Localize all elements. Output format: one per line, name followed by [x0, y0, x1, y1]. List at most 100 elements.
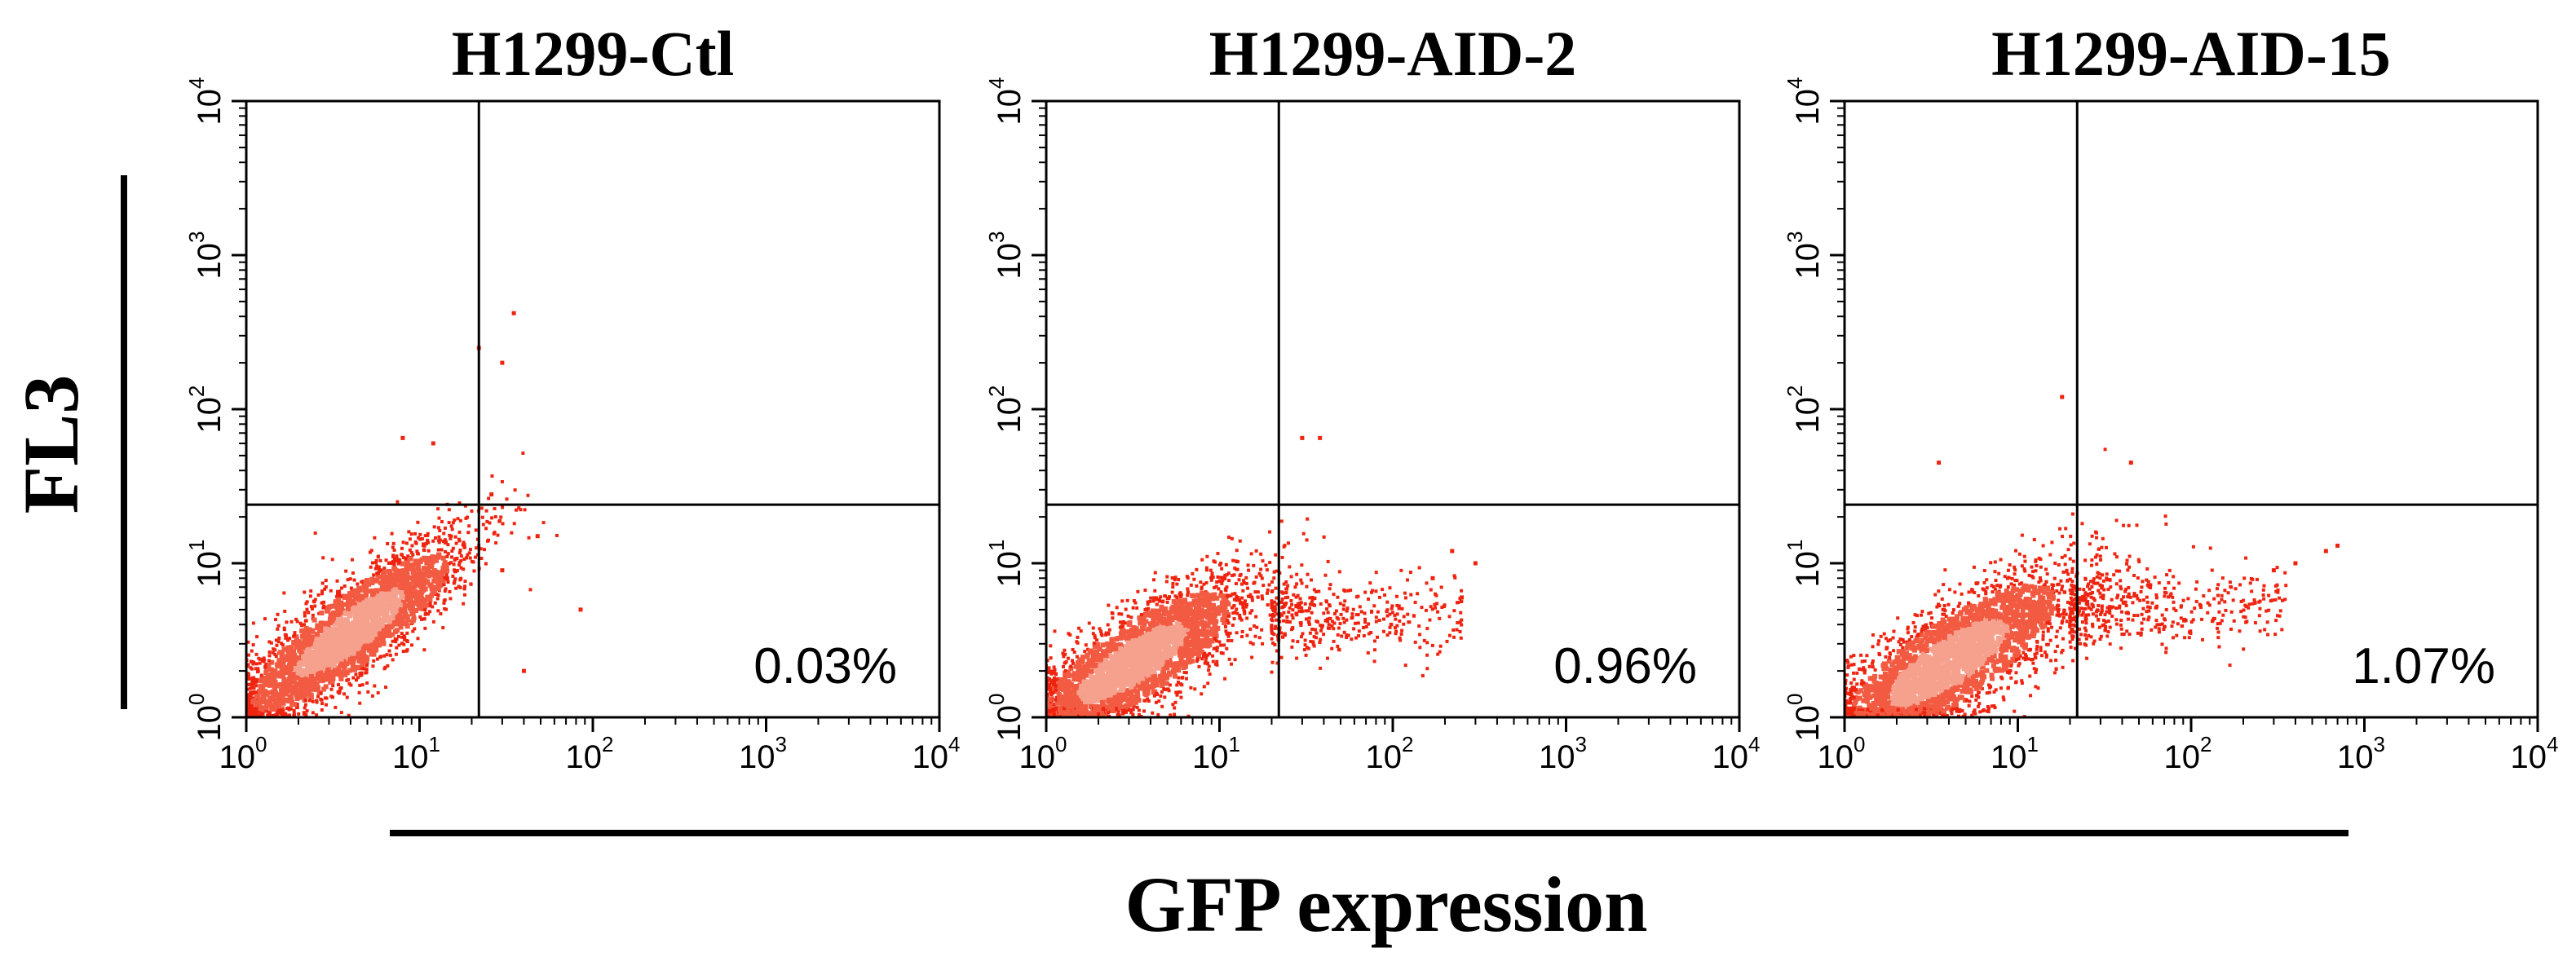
- event-dot: [1127, 646, 1133, 652]
- event-dot: [409, 584, 414, 590]
- event-dot: [254, 690, 258, 694]
- event-dot: [292, 702, 298, 708]
- event-dot: [1256, 590, 1260, 594]
- event-dot: [318, 638, 324, 644]
- event-dot: [515, 508, 519, 512]
- event-dot: [1246, 563, 1250, 567]
- event-dot: [1186, 714, 1191, 717]
- event-dot: [429, 586, 435, 592]
- event-dot: [1215, 639, 1219, 643]
- event-dot: [399, 609, 404, 615]
- event-dot: [1170, 576, 1174, 580]
- event-dot: [321, 677, 327, 682]
- event-dot: [418, 537, 422, 541]
- event-dot: [271, 694, 276, 699]
- event-dot: [391, 583, 397, 589]
- event-dot: [254, 701, 259, 707]
- event-dot: [250, 667, 254, 671]
- event-dot: [471, 560, 475, 564]
- event-dot: [1226, 614, 1231, 618]
- event-dot: [382, 570, 387, 575]
- event-dot: [1184, 671, 1188, 675]
- event-dot: [322, 668, 328, 673]
- event-dot: [494, 540, 498, 545]
- event-dot: [409, 619, 415, 624]
- event-dot: [1143, 699, 1147, 703]
- y-tick-label: 102: [184, 386, 228, 434]
- event-dot: [1054, 698, 1058, 702]
- event-dot: [1136, 650, 1142, 655]
- event-dot: [1114, 707, 1118, 711]
- event-dot: [1182, 597, 1187, 603]
- event-dot: [468, 556, 472, 560]
- event-dot: [1219, 562, 1223, 566]
- event-dot: [378, 610, 384, 615]
- event-dot: [285, 688, 290, 694]
- event-dot: [1220, 567, 1224, 571]
- event-dot: [1052, 683, 1056, 687]
- event-dot: [1148, 666, 1154, 672]
- panel-2: H1299-AID-210010010110110210210310310410…: [984, 18, 1760, 775]
- event-dot: [342, 584, 347, 589]
- event-dot: [1237, 578, 1241, 582]
- event-dot: [426, 612, 431, 616]
- event-dot: [325, 636, 330, 642]
- event-dot: [1103, 667, 1109, 672]
- event-dot: [330, 633, 336, 639]
- event-dot: [1160, 683, 1165, 689]
- event-dot: [1066, 673, 1071, 679]
- event-dot: [1219, 643, 1223, 647]
- event-dot: [1165, 575, 1169, 579]
- event-dot: [325, 668, 331, 673]
- event-dot: [428, 604, 432, 608]
- event-dot: [442, 560, 448, 566]
- event-dot: [393, 637, 397, 642]
- event-dot: [267, 677, 272, 682]
- event-dot: [1071, 659, 1075, 663]
- event-dot: [1245, 586, 1249, 590]
- event-dot: [297, 644, 303, 650]
- event-dot: [303, 625, 309, 631]
- event-dot: [453, 577, 457, 581]
- event-dot: [1093, 636, 1097, 640]
- event-dot: [288, 694, 294, 699]
- event-dot: [443, 575, 447, 580]
- event-dot: [276, 612, 280, 616]
- event-dot: [246, 672, 250, 676]
- event-dot: [1264, 563, 1268, 567]
- event-dot: [351, 642, 356, 648]
- event-dot: [418, 579, 424, 584]
- event-dot: [382, 579, 388, 584]
- event-dot: [1123, 648, 1129, 654]
- event-dot: [1164, 675, 1170, 681]
- event-dot: [246, 663, 250, 667]
- event-dot: [1120, 612, 1124, 616]
- event-dot: [464, 516, 468, 520]
- event-dot: [365, 664, 369, 668]
- event-dot: [335, 616, 341, 622]
- event-dot: [1146, 600, 1150, 604]
- event-dot: [1099, 691, 1105, 697]
- event-dot: [1213, 606, 1218, 611]
- event-dot: [1081, 672, 1087, 678]
- event-dot: [391, 576, 397, 582]
- event-dot: [1053, 629, 1057, 633]
- event-dot: [1245, 616, 1249, 620]
- event-dot: [1164, 655, 1169, 660]
- event-dot: [246, 708, 250, 712]
- event-dot: [337, 625, 342, 631]
- event-dot: [400, 635, 404, 639]
- event-dot: [347, 668, 353, 673]
- event-dot: [1195, 654, 1201, 659]
- event-dot: [1054, 686, 1058, 690]
- event-dot: [371, 664, 375, 668]
- event-dot: [1207, 605, 1213, 611]
- event-dot: [1169, 713, 1173, 717]
- event-dot: [268, 681, 274, 687]
- event-dot: [1248, 611, 1253, 615]
- event-dot: [357, 587, 363, 593]
- event-dot: [345, 695, 349, 699]
- event-dot: [1098, 677, 1104, 682]
- event-dot: [382, 567, 387, 571]
- event-dot: [392, 548, 396, 552]
